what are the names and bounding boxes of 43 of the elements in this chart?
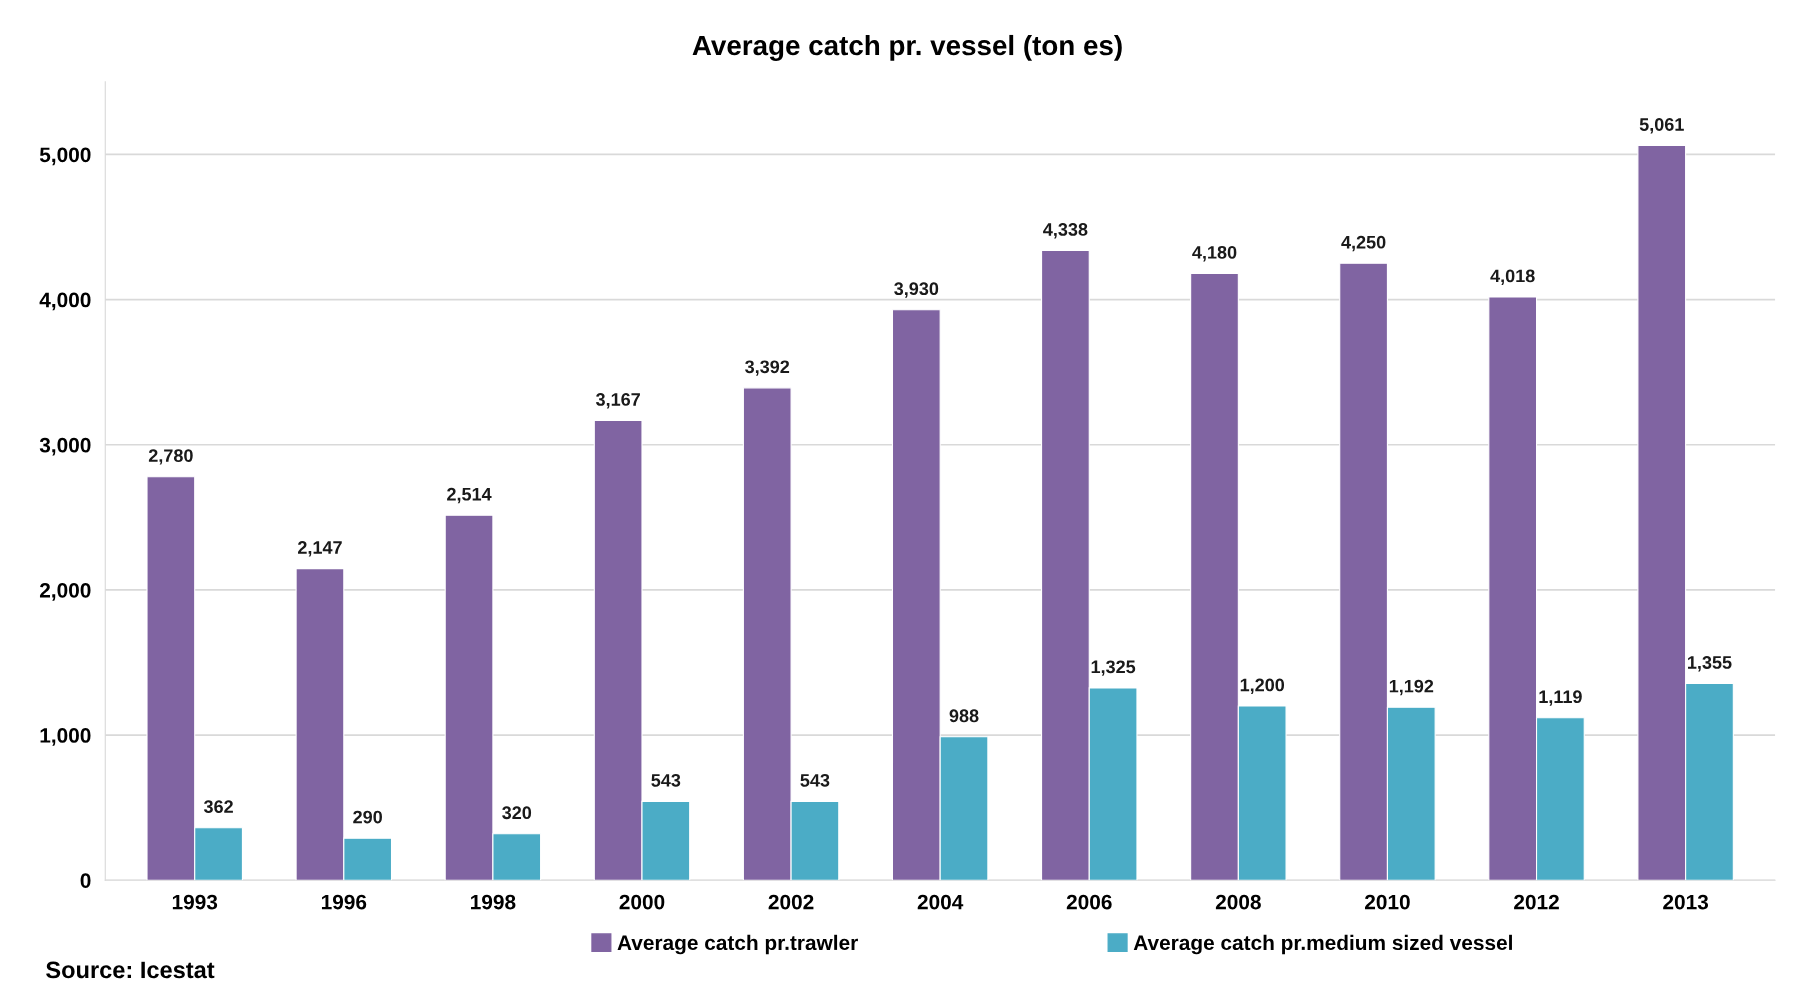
x-tick-label: 1998 (471, 894, 516, 910)
data-label: 1,200 (1240, 678, 1285, 694)
y-tick-label: 4,000 (39, 292, 91, 311)
x-tick-label: 2010 (1364, 894, 1410, 910)
x-tick-label: 2012 (1514, 894, 1559, 910)
data-label: 543 (800, 773, 830, 787)
x-tick-label: 2002 (768, 894, 814, 910)
y-tick-label: 1,000 (40, 728, 91, 746)
data-label: 3,392 (745, 360, 790, 376)
data-label: 2,514 (447, 487, 492, 504)
data-label: 2,147 (298, 541, 342, 557)
data-label: 362 (203, 800, 233, 814)
data-label: 3,930 (894, 282, 939, 298)
data-label: 290 (353, 810, 382, 824)
data-label: 543 (651, 773, 681, 787)
data-label: 1,119 (1539, 690, 1582, 706)
data-label: 4,018 (1490, 269, 1535, 285)
data-label: 4,250 (1341, 235, 1386, 252)
data-label: 5,061 (1639, 118, 1684, 134)
data-label: 1,355 (1688, 656, 1732, 672)
x-tick-label: 2004 (917, 894, 964, 910)
x-tick-label: 1993 (172, 894, 218, 910)
data-label: 2,780 (148, 449, 193, 465)
data-label: 3,167 (595, 393, 640, 409)
data-label: 988 (949, 709, 979, 723)
y-tick-label: 3,000 (39, 437, 91, 456)
chart-title: Average catch pr. vessel (ton es) (692, 34, 1122, 61)
legend-label: Average catch pr.trawler (617, 934, 858, 955)
data-label: 4,180 (1192, 245, 1237, 262)
x-tick-label: 1996 (321, 894, 367, 910)
data-label: 1,325 (1091, 660, 1136, 676)
x-tick-label: 2013 (1663, 894, 1709, 910)
x-tick-label: 2000 (619, 894, 665, 910)
source-note: Source: Icestat (46, 961, 215, 979)
data-label: 320 (502, 806, 532, 820)
legend-label: Average catch pr.medium sized vessel (1133, 934, 1512, 955)
y-tick-label: 5,000 (39, 147, 91, 166)
data-label: 4,338 (1043, 223, 1088, 239)
x-tick-label: 2006 (1066, 894, 1112, 910)
y-tick-label: 0 (80, 873, 91, 888)
data-label: 1,192 (1389, 679, 1434, 696)
x-tick-label: 2008 (1215, 894, 1261, 910)
y-tick-label: 2,000 (39, 582, 91, 601)
